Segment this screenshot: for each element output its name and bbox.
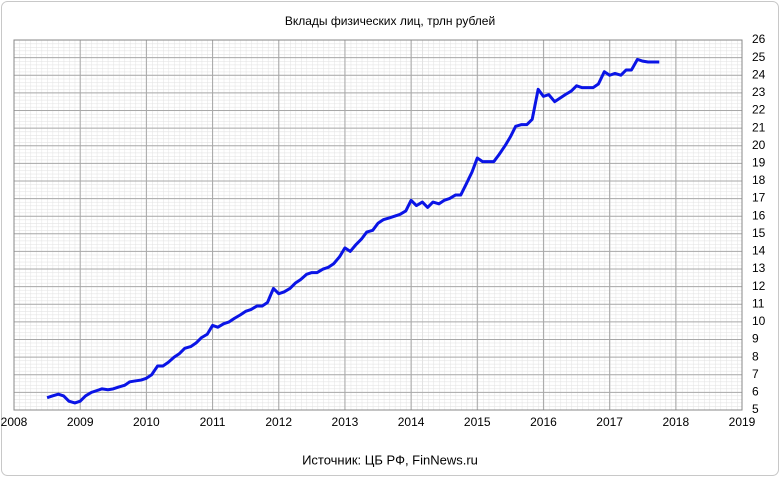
x-tick-label: 2008 bbox=[1, 415, 28, 429]
y-tick-label: 21 bbox=[752, 120, 766, 134]
y-tick-label: 11 bbox=[752, 296, 765, 310]
x-tick-label: 2019 bbox=[729, 415, 756, 429]
data-line bbox=[46, 57, 660, 405]
y-tick-label: 5 bbox=[752, 402, 759, 416]
y-tick-label: 6 bbox=[752, 385, 759, 399]
x-tick-label: 2010 bbox=[133, 415, 160, 429]
y-tick-label: 8 bbox=[752, 349, 759, 363]
y-tick-label: 16 bbox=[752, 208, 766, 222]
x-tick-label: 2013 bbox=[332, 415, 359, 429]
y-tick-label: 18 bbox=[752, 173, 766, 187]
y-tick-label: 10 bbox=[752, 314, 766, 328]
x-tick-label: 2014 bbox=[398, 415, 425, 429]
y-tick-label: 15 bbox=[752, 226, 766, 240]
x-tick-label: 2011 bbox=[200, 415, 226, 429]
y-tick-label: 17 bbox=[752, 191, 766, 205]
y-tick-label: 19 bbox=[752, 156, 766, 170]
y-tick-label: 13 bbox=[752, 261, 766, 275]
y-tick-label: 22 bbox=[752, 103, 766, 117]
x-tick-label: 2009 bbox=[67, 415, 94, 429]
x-tick-label: 2016 bbox=[530, 415, 557, 429]
plot-frame bbox=[13, 39, 743, 411]
y-tick-label: 23 bbox=[752, 85, 766, 99]
x-tick-label: 2012 bbox=[265, 415, 292, 429]
y-tick-label: 14 bbox=[752, 244, 766, 258]
y-tick-label: 9 bbox=[752, 332, 759, 346]
chart-title: Вклады физических лиц, трлн рублей bbox=[285, 14, 495, 28]
y-tick-label: 12 bbox=[752, 279, 766, 293]
y-tick-label: 7 bbox=[752, 367, 759, 381]
x-tick-label: 2017 bbox=[596, 415, 623, 429]
y-tick-label: 25 bbox=[752, 50, 766, 64]
source: Источник: ЦБ РФ, FinNews.ru bbox=[302, 452, 478, 467]
y-tick-label: 26 bbox=[752, 32, 766, 46]
x-tick-label: 2015 bbox=[464, 415, 491, 429]
y-tick-label: 20 bbox=[752, 138, 766, 152]
y-tick-label: 24 bbox=[752, 67, 766, 81]
x-tick-label: 2018 bbox=[662, 415, 689, 429]
